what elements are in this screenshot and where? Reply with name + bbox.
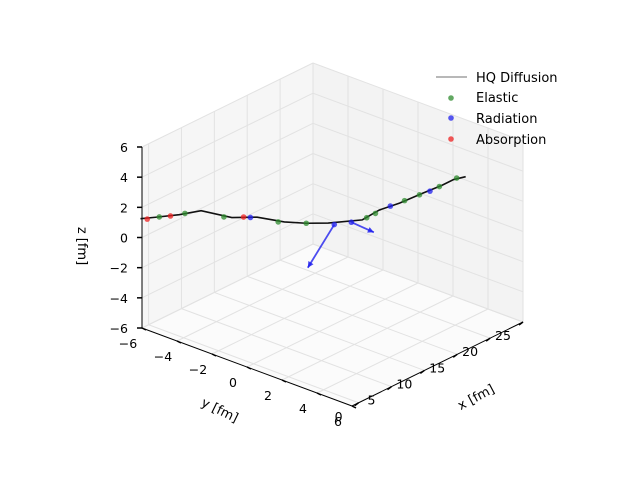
legend-label-radiation: Radiation — [476, 112, 537, 127]
point-radiation — [348, 219, 355, 226]
y-tick-mark — [176, 340, 182, 344]
y-tick-label: 6 — [334, 414, 342, 429]
x-tick-label: 5 — [367, 393, 375, 408]
x-tick-mark — [518, 321, 524, 326]
legend-label-hq-diffusion: HQ Diffusion — [476, 71, 558, 86]
grid-wall-z2 — [312, 62, 524, 142]
legend-swatch-radiation — [448, 115, 454, 121]
z-tick-label: −2 — [110, 261, 128, 276]
y-tick-label: −2 — [189, 362, 207, 377]
point-absorption — [144, 216, 151, 222]
point-radiation — [331, 221, 338, 228]
y-tick-mark — [316, 392, 322, 396]
point-elastic — [156, 214, 163, 220]
y-tick-mark — [246, 366, 252, 370]
point-elastic — [372, 210, 379, 217]
x-tick-label: 20 — [462, 344, 478, 359]
point-absorption — [240, 214, 247, 220]
point-radiation — [247, 214, 254, 221]
grid-wall-z2 — [312, 243, 524, 323]
y-tick-label: 2 — [264, 388, 272, 403]
legend-label-elastic: Elastic — [476, 91, 518, 106]
y-tick-mark — [351, 405, 357, 409]
x-tick-mark — [485, 337, 491, 342]
legend: HQ Diffusion Elastic Radiation Absorptio… — [436, 71, 558, 148]
plot-area — [140, 175, 466, 269]
point-radiation — [387, 203, 394, 209]
grid-wall-z — [141, 183, 314, 269]
point-elastic — [182, 210, 188, 217]
z-axis-label: z [fm] — [74, 227, 89, 265]
grid-wall-z — [141, 153, 314, 238]
x-tick-label: 10 — [396, 376, 412, 391]
point-elastic — [221, 214, 227, 220]
radiation-arrow-head — [307, 261, 314, 268]
point-radiation — [427, 188, 433, 194]
y-tick-mark — [281, 379, 287, 383]
grid-floor-y — [246, 282, 419, 368]
y-tick-label: 0 — [229, 375, 237, 390]
z-tick-label: −6 — [110, 321, 128, 336]
y-axis-label: y [fm] — [199, 396, 241, 427]
legend-swatch-elastic — [448, 95, 454, 101]
x-tick-mark — [419, 369, 425, 375]
point-elastic — [416, 192, 423, 198]
grid-wall-z2 — [312, 213, 524, 293]
y-tick-label: 4 — [299, 401, 307, 416]
legend-swatch-absorption — [448, 136, 454, 142]
x-axis-line — [351, 321, 524, 407]
x-tick-mark — [452, 353, 458, 358]
y-tick-label: −6 — [119, 336, 137, 351]
grid-wall-z2 — [312, 183, 524, 263]
z-tick-label: 6 — [120, 140, 128, 155]
hq-diffusion-trajectory — [140, 175, 466, 225]
z-tick-label: −4 — [110, 291, 128, 306]
y-tick-mark — [211, 353, 217, 357]
legend-label-absorption: Absorption — [476, 133, 546, 148]
point-elastic — [436, 183, 443, 190]
z-tick-label: 2 — [120, 200, 128, 215]
point-elastic — [453, 175, 460, 181]
radiation-arrow — [307, 224, 336, 269]
point-elastic — [401, 197, 408, 204]
grid-wall-z — [141, 92, 314, 178]
y-tick-label: −4 — [154, 349, 172, 364]
z-tick-label: 4 — [120, 170, 128, 185]
point-elastic — [363, 214, 370, 221]
grid-wall-z — [141, 243, 314, 329]
grid-floor-y — [281, 295, 454, 381]
x-tick-label: 15 — [429, 360, 445, 375]
x-axis-label: x [fm] — [456, 382, 498, 414]
grid-wall-z — [141, 62, 314, 148]
x-tick-mark — [387, 386, 392, 391]
grid-wall-z2 — [312, 92, 524, 172]
point-elastic — [275, 219, 282, 225]
y-tick-mark — [141, 327, 147, 331]
grid-wall-z — [141, 122, 314, 208]
x-tick-mark — [354, 402, 360, 407]
grid-wall-z — [141, 213, 314, 299]
x-tick-label: 25 — [495, 328, 511, 343]
point-elastic — [303, 220, 310, 227]
z-tick-label: 0 — [120, 231, 128, 246]
point-absorption — [167, 213, 174, 219]
axis-ticks: 0 5 10 15 20 25 −6 −4 −2 0 2 4 6 −6 −4 −2 0 2 4 6 — [110, 140, 524, 429]
x-tick-label: 0 — [335, 409, 343, 424]
grid-wall-z2 — [312, 122, 524, 202]
radiation-arrow-head — [367, 227, 374, 233]
grid-floor-y — [211, 269, 384, 355]
grid-floor-y — [316, 308, 489, 394]
grid-floor-y — [176, 256, 349, 342]
